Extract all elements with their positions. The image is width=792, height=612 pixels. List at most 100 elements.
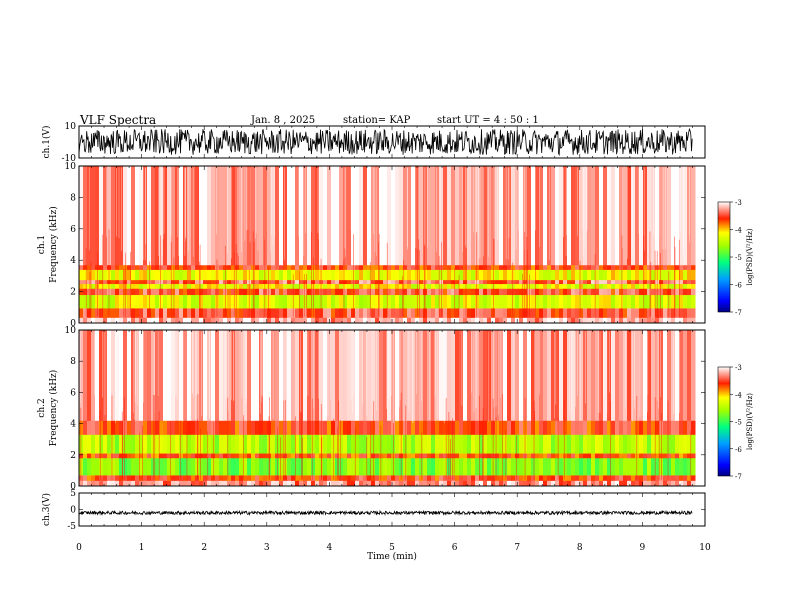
spectro-cell	[435, 166, 440, 266]
spectro-cell	[367, 434, 372, 454]
spectro-cell	[467, 420, 472, 435]
spectro-cell	[331, 475, 336, 481]
spectro-cell	[603, 317, 608, 324]
spectro-cell	[435, 457, 440, 476]
spectro-cell	[335, 330, 340, 421]
spectro-cell	[475, 283, 480, 289]
spectro-cell	[175, 317, 180, 324]
spectro-cell	[235, 308, 240, 318]
spectro-cell	[531, 480, 536, 487]
spectro-cell	[427, 288, 432, 296]
spectro-cell	[271, 264, 276, 270]
spectro-cell	[571, 330, 576, 421]
spectro-cell	[435, 283, 440, 289]
spectro-cell	[603, 453, 608, 459]
spectro-cell	[243, 166, 248, 266]
spectro-cell	[275, 283, 280, 289]
spectro-cell	[583, 294, 588, 309]
spectro-cell	[207, 434, 212, 454]
spectro-cell	[515, 283, 520, 289]
spectro-cell	[263, 308, 268, 318]
spectro-cell	[163, 294, 168, 309]
spectro-cell	[315, 453, 320, 459]
spectro-cell	[139, 317, 144, 324]
spectro-cell	[187, 294, 192, 309]
spectro-cell	[639, 475, 644, 481]
spectro-cell	[127, 264, 132, 270]
spectro-cell	[471, 317, 476, 324]
spectro-cell	[195, 283, 200, 289]
spectro-cell	[635, 264, 640, 270]
spectro-cell	[595, 264, 600, 270]
spectro-cell	[607, 264, 612, 270]
spectro-cell	[639, 434, 644, 454]
spectro-cell	[483, 330, 488, 421]
spectro-cell	[639, 480, 644, 487]
spectro-cell	[403, 317, 408, 324]
spectro-cell	[103, 457, 108, 476]
spectro-cell	[107, 475, 112, 481]
spectro-cell	[607, 308, 612, 318]
spectro-cell	[551, 457, 556, 476]
spectro-cell	[351, 475, 356, 481]
spectro-cell	[607, 475, 612, 481]
spectro-cell	[587, 330, 592, 421]
spectro-cell	[623, 166, 628, 266]
spectro-cell	[579, 288, 584, 296]
spectro-cell	[103, 317, 108, 324]
spectro-cell	[199, 457, 204, 476]
spectro-cell	[259, 317, 264, 324]
spectro-cell	[511, 294, 516, 309]
spectro-cell	[83, 166, 88, 266]
spectro-cell	[247, 475, 252, 481]
spectro-cell	[571, 166, 576, 266]
spectro-cell	[307, 279, 312, 285]
spectro-cell	[163, 330, 168, 421]
spectro-cell	[679, 294, 684, 309]
spectro-cell	[347, 283, 352, 289]
spectro-cell	[79, 475, 84, 481]
spectro-cell	[135, 434, 140, 454]
spectro-cell	[627, 330, 632, 421]
spectro-cell	[519, 279, 524, 285]
spectro-cell	[487, 330, 492, 421]
spectro-cell	[115, 434, 120, 454]
spectro-cell	[627, 420, 632, 435]
spectro-cell	[267, 269, 272, 281]
spectro-cell	[619, 269, 624, 281]
spectro-cell	[563, 453, 568, 459]
spectro-cell	[551, 330, 556, 421]
spectro-cell	[615, 166, 620, 266]
spectro-cell	[223, 480, 228, 487]
spectro-cell	[79, 308, 84, 318]
spectro-cell	[503, 457, 508, 476]
spectro-cell	[195, 480, 200, 487]
spectro-cell	[587, 269, 592, 281]
spectro-cell	[487, 279, 492, 285]
spectro-cell	[687, 264, 692, 270]
spectro-cell	[207, 279, 212, 285]
spectro-cell	[219, 283, 224, 289]
spectro-cell	[395, 420, 400, 435]
spectro-cell	[231, 453, 236, 459]
spectro-cell	[135, 279, 140, 285]
spectro-cell	[143, 269, 148, 281]
axes-layer	[78, 125, 733, 527]
spectro-cell	[379, 317, 384, 324]
spectro-cell	[475, 294, 480, 309]
spectro-cell	[243, 264, 248, 270]
spectro-cell	[359, 269, 364, 281]
spectro-cell	[207, 308, 212, 318]
spectro-cell	[223, 457, 228, 476]
spectro-cell	[83, 457, 88, 476]
spectro-cell	[583, 279, 588, 285]
spectro-cell	[143, 294, 148, 309]
spectro-cell	[563, 283, 568, 289]
spectro-cell	[659, 480, 664, 487]
spectro-cell	[511, 475, 516, 481]
spectro-cell	[575, 294, 580, 309]
ch1-spectrogram-ylabel-line2: Frequency (kHz)	[48, 206, 59, 283]
spectro-cell	[123, 457, 128, 476]
spectro-cell	[443, 457, 448, 476]
spectro-cell	[315, 283, 320, 289]
